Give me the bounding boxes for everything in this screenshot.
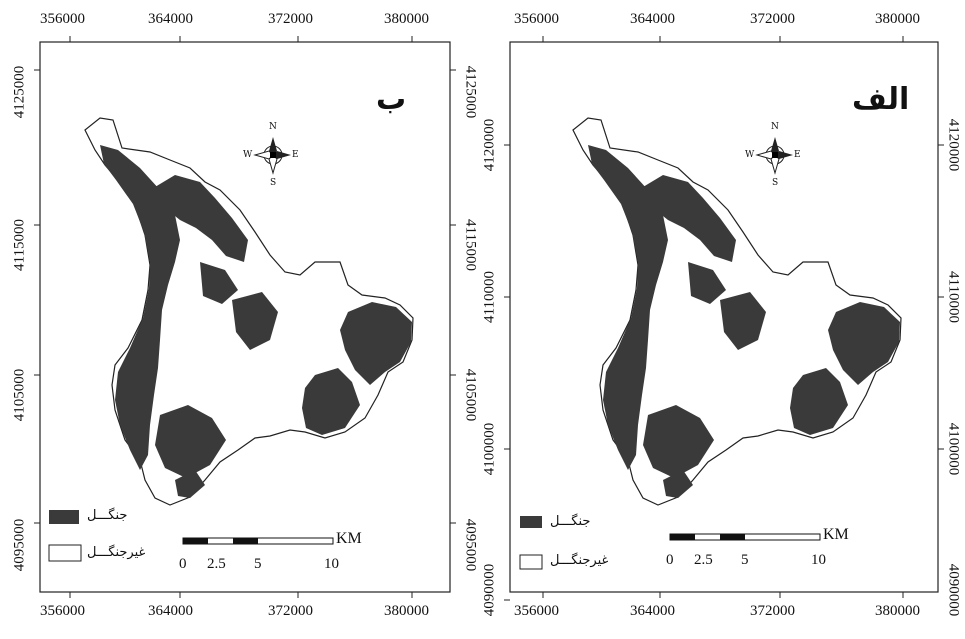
east-label-left: E [292,150,299,160]
right-left-tick-1: 4120000 [481,118,498,172]
left-right-tick-1: 4125000 [462,65,479,119]
right-right-tick-4: 4090000 [945,563,962,617]
right-right-tick-3: 4100000 [945,422,962,476]
legend-nonforest-label-right: غیرجنگـــل [550,553,609,568]
left-top-tick-1: 356000 [40,11,85,27]
left-left-tick-2: 4115000 [11,219,28,271]
scalebar-2-5-left: 2.5 [207,556,226,572]
right-left-tick-2: 4110000 [481,271,498,323]
right-bottom-tick-1: 356000 [514,603,559,619]
left-top-tick-3: 372000 [268,11,313,27]
scalebar-0-left: 0 [179,556,187,572]
scalebar-10-right: 10 [811,552,826,568]
left-left-tick-3: 4105000 [11,368,28,422]
right-top-tick-4: 380000 [875,11,920,27]
left-right-tick-3: 4105000 [462,368,479,422]
right-map-region [572,117,902,506]
scalebar-5-right: 5 [741,552,749,568]
left-top-tick-4: 380000 [384,11,429,27]
scalebar-10-left: 10 [324,556,339,572]
left-top-tick-2: 364000 [148,11,193,27]
right-bottom-tick-2: 364000 [630,603,675,619]
legend-forest-swatch-right [520,516,542,528]
north-label-left: N [269,122,277,132]
left-left-tick-4: 4095000 [11,518,28,572]
panel-letter-right: الف [852,82,910,117]
west-label-left: W [243,150,253,160]
panel-letter-left: ب [376,82,407,117]
legend-nonforest-label-left: غیرجنگـــل [87,545,146,560]
scalebar-5-left: 5 [254,556,262,572]
east-label-right: E [794,150,801,160]
right-left-tick-4: 4090000 [481,563,498,617]
right-top-tick-3: 372000 [750,11,795,27]
left-bottom-tick-1: 356000 [40,603,85,619]
left-right-tick-4: 4095000 [462,518,479,572]
right-bottom-tick-3: 372000 [750,603,795,619]
left-right-tick-2: 4115000 [462,219,479,271]
left-panel-frame [34,36,456,598]
legend-forest-label-right: جنگـــل [550,514,591,529]
left-bottom-tick-4: 380000 [384,603,429,619]
south-label-right: S [772,178,779,188]
scalebar-unit-left: KM [336,530,362,547]
north-arrow-right [755,137,793,175]
west-label-right: W [745,150,755,160]
legend-nonforest-swatch-left [48,544,82,562]
legend-nonforest-swatch-right [519,554,543,570]
legend-forest-label-left: جنگـــل [87,508,128,523]
left-left-tick-1: 4125000 [11,65,28,119]
scalebar-0-right: 0 [666,552,674,568]
right-left-tick-3: 4100000 [481,422,498,476]
scalebar-left [182,537,334,545]
south-label-left: S [270,178,277,188]
scalebar-unit-right: KM [823,526,849,543]
right-right-tick-1: 4120000 [945,118,962,172]
right-bottom-tick-4: 380000 [875,603,920,619]
right-top-tick-2: 364000 [630,11,675,27]
left-bottom-tick-2: 364000 [148,603,193,619]
north-label-right: N [771,122,779,132]
right-top-tick-1: 356000 [514,11,559,27]
right-panel-frame [504,36,944,601]
left-bottom-tick-3: 372000 [268,603,313,619]
north-arrow-left [253,137,291,175]
scalebar-right [669,533,821,541]
legend-forest-swatch-left [49,510,79,524]
left-map-region [84,117,414,506]
scalebar-2-5-right: 2.5 [694,552,713,568]
right-right-tick-2: 4110000 [945,271,962,323]
